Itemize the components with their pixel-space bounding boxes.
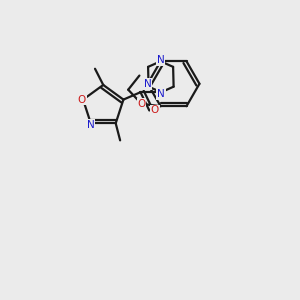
Text: N: N <box>157 55 164 65</box>
Text: O: O <box>137 99 146 109</box>
Text: O: O <box>77 94 86 105</box>
Text: N: N <box>87 120 95 130</box>
Text: N: N <box>144 79 152 89</box>
Text: O: O <box>151 106 159 116</box>
Text: N: N <box>157 89 165 99</box>
